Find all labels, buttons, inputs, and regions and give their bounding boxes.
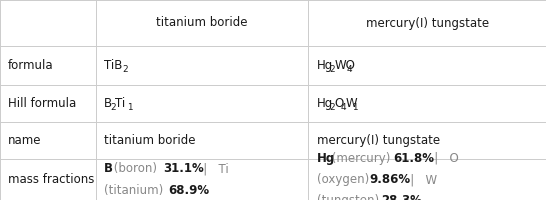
Text: B: B xyxy=(104,97,112,110)
Text: 2: 2 xyxy=(110,103,116,112)
Text: 9.86%: 9.86% xyxy=(370,173,411,186)
Text: B: B xyxy=(104,162,112,175)
Text: Hill formula: Hill formula xyxy=(8,97,76,110)
Text: W: W xyxy=(345,97,357,110)
Text: titanium boride: titanium boride xyxy=(104,134,195,147)
Text: mass fractions: mass fractions xyxy=(8,173,94,186)
Text: Ti: Ti xyxy=(115,97,125,110)
Text: TiB: TiB xyxy=(104,59,122,72)
Text: (titanium): (titanium) xyxy=(104,184,167,197)
Text: Hg: Hg xyxy=(317,152,335,165)
Text: 2: 2 xyxy=(122,65,128,74)
Text: mercury(I) tungstate: mercury(I) tungstate xyxy=(317,134,440,147)
Text: 28.3%: 28.3% xyxy=(382,194,423,200)
Text: mercury(I) tungstate: mercury(I) tungstate xyxy=(366,17,489,29)
Text: titanium boride: titanium boride xyxy=(156,17,248,29)
Text: 1: 1 xyxy=(128,103,133,112)
Text: name: name xyxy=(8,134,41,147)
Text: 68.9%: 68.9% xyxy=(169,184,210,197)
Text: 4: 4 xyxy=(347,65,352,74)
Text: 2: 2 xyxy=(329,65,335,74)
Text: (tungsten): (tungsten) xyxy=(317,194,383,200)
Text: 61.8%: 61.8% xyxy=(393,152,434,165)
Text: 4: 4 xyxy=(341,103,346,112)
Text: Hg: Hg xyxy=(317,59,333,72)
Text: 2: 2 xyxy=(329,103,335,112)
Text: 31.1%: 31.1% xyxy=(163,162,204,175)
Text: 1: 1 xyxy=(352,103,357,112)
Text: |   O: | O xyxy=(423,152,459,165)
Text: (oxygen): (oxygen) xyxy=(317,173,373,186)
Text: (boron): (boron) xyxy=(110,162,161,175)
Text: Hg: Hg xyxy=(317,97,333,110)
Text: |   Ti: | Ti xyxy=(192,162,229,175)
Text: |   W: | W xyxy=(399,173,437,186)
Text: WO: WO xyxy=(334,59,355,72)
Text: (mercury): (mercury) xyxy=(329,152,395,165)
Text: O: O xyxy=(334,97,343,110)
Text: formula: formula xyxy=(8,59,54,72)
